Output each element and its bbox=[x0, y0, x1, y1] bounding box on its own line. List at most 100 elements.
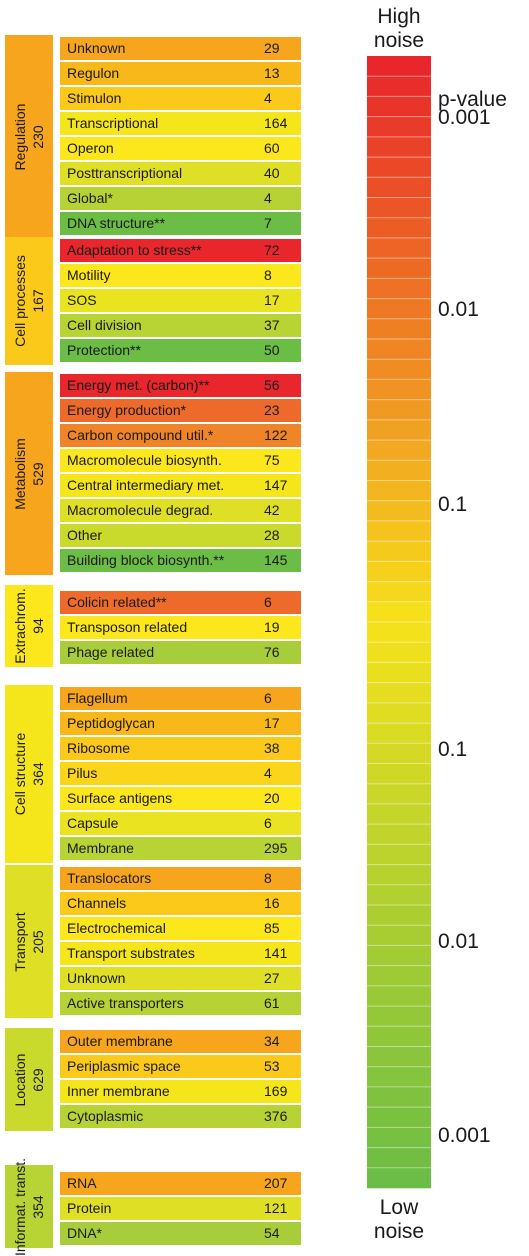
scale-cell bbox=[367, 1107, 431, 1128]
scale-cell bbox=[367, 237, 431, 259]
category-row: Stimulon 4 bbox=[60, 87, 301, 110]
scale-cell bbox=[367, 985, 431, 1007]
category-count: 141 bbox=[264, 945, 288, 961]
scale-cell bbox=[367, 1086, 431, 1108]
category-row: Macromolecule degrad. 42 bbox=[60, 499, 301, 522]
category-count: 38 bbox=[264, 740, 280, 756]
category-row: Adaptation to stress** 72 bbox=[60, 239, 301, 262]
category-count: 4 bbox=[264, 190, 272, 206]
category-label: SOS bbox=[67, 292, 97, 308]
category-label: Adaptation to stress** bbox=[67, 242, 202, 258]
group-location: Location 629 Outer membrane 34 Periplasmic s… bbox=[5, 1028, 301, 1131]
group-metabolism: Metabolism 529 Energy met. (carbon)** 56 Ene… bbox=[5, 372, 301, 575]
scale-cell bbox=[367, 642, 431, 663]
category-count: 17 bbox=[264, 715, 280, 731]
category-label: DNA structure** bbox=[67, 215, 166, 231]
category-row: Energy met. (carbon)** 56 bbox=[60, 374, 301, 397]
category-label: Electrochemical bbox=[67, 920, 166, 936]
category-count: 40 bbox=[264, 165, 280, 181]
high-noise-label: High noise bbox=[373, 5, 425, 52]
category-label: Outer membrane bbox=[67, 1033, 173, 1049]
category-count: 13 bbox=[264, 65, 280, 81]
category-count: 34 bbox=[264, 1033, 280, 1049]
category-count: 29 bbox=[264, 40, 280, 56]
scale-cell bbox=[367, 177, 431, 198]
category-count: 164 bbox=[264, 115, 288, 131]
category-row: DNA* 54 bbox=[60, 1222, 301, 1245]
category-row: Translocators 8 bbox=[60, 867, 301, 890]
category-count: 6 bbox=[264, 594, 272, 610]
scale-cell bbox=[367, 702, 431, 724]
scale-cell bbox=[367, 743, 431, 764]
low-noise-label: Low noise bbox=[373, 1196, 425, 1243]
scale-cell bbox=[367, 884, 431, 906]
category-label: Carbon compound util.* bbox=[67, 427, 214, 443]
category-label: Operon bbox=[67, 140, 114, 156]
category-count: 76 bbox=[264, 644, 280, 660]
scale-cell bbox=[367, 561, 431, 582]
category-row: Regulon 13 bbox=[60, 62, 301, 85]
scale-cell bbox=[367, 965, 431, 987]
category-count: 28 bbox=[264, 527, 280, 543]
category-row: Global* 4 bbox=[60, 187, 301, 210]
scale-cell bbox=[367, 783, 431, 805]
pvalue-tick: 0.01 bbox=[438, 298, 479, 321]
category-row: Transposon related 19 bbox=[60, 616, 301, 639]
scale-cell bbox=[367, 844, 431, 865]
group-label: Informat. transt. 354 bbox=[5, 1157, 53, 1256]
category-count: 7 bbox=[264, 215, 272, 231]
scale-cell bbox=[367, 440, 431, 461]
scale-cell bbox=[367, 258, 431, 279]
category-count: 8 bbox=[264, 870, 272, 886]
scale-cell bbox=[367, 1147, 431, 1169]
category-row: Protein 121 bbox=[60, 1197, 301, 1220]
category-row: Periplasmic space 53 bbox=[60, 1055, 301, 1078]
category-label: Capsule bbox=[67, 815, 119, 831]
category-label: Translocators bbox=[67, 870, 152, 886]
category-count: 75 bbox=[264, 452, 280, 468]
category-label: Ribosome bbox=[67, 740, 131, 756]
category-label: Transport substrates bbox=[67, 945, 195, 961]
category-label: Peptidoglycan bbox=[67, 715, 155, 731]
group-label: Regulation 230 bbox=[5, 35, 53, 238]
category-label: Energy met. (carbon)** bbox=[67, 377, 210, 393]
category-label: Central intermediary met. bbox=[67, 477, 225, 493]
scale-cell bbox=[367, 541, 431, 562]
category-count: 147 bbox=[264, 477, 288, 493]
group-label: Transport 205 bbox=[5, 865, 53, 1018]
category-row: Macromolecule biosynth. 75 bbox=[60, 449, 301, 472]
scale-cell bbox=[367, 96, 431, 117]
scale-cell bbox=[367, 298, 431, 320]
category-label: Protein bbox=[67, 1200, 112, 1216]
scale-cell bbox=[367, 460, 431, 481]
pvalue-tick: 0.1 bbox=[438, 493, 468, 516]
category-row: Unknown 27 bbox=[60, 967, 301, 990]
category-count: 50 bbox=[264, 342, 280, 358]
scale-cell bbox=[367, 157, 431, 178]
category-count: 16 bbox=[264, 895, 280, 911]
category-count: 85 bbox=[264, 920, 280, 936]
category-count: 20 bbox=[264, 790, 280, 806]
scale-cell bbox=[367, 905, 431, 926]
scale-cell bbox=[367, 76, 431, 97]
category-count: 169 bbox=[264, 1083, 288, 1099]
category-label: Global* bbox=[67, 190, 113, 206]
scale-cell bbox=[367, 1167, 431, 1189]
scale-cell bbox=[367, 723, 431, 744]
category-count: 376 bbox=[264, 1108, 288, 1124]
category-label: Flagellum bbox=[67, 690, 128, 706]
scale-cell bbox=[367, 945, 431, 966]
category-row: Peptidoglycan 17 bbox=[60, 712, 301, 735]
category-label: Inner membrane bbox=[67, 1083, 170, 1099]
category-label: Membrane bbox=[67, 840, 134, 856]
pvalue-title: p-value bbox=[438, 88, 507, 111]
category-label: Transcriptional bbox=[67, 115, 159, 131]
category-count: 42 bbox=[264, 502, 280, 518]
scale-cell bbox=[367, 399, 431, 421]
group-cell-processes: Cell processes 167 Adaptation to stress** 7… bbox=[5, 237, 301, 365]
category-row: Outer membrane 34 bbox=[60, 1030, 301, 1053]
category-row: Ribosome 38 bbox=[60, 737, 301, 760]
scale-cell bbox=[367, 803, 431, 825]
category-count: 60 bbox=[264, 140, 280, 156]
